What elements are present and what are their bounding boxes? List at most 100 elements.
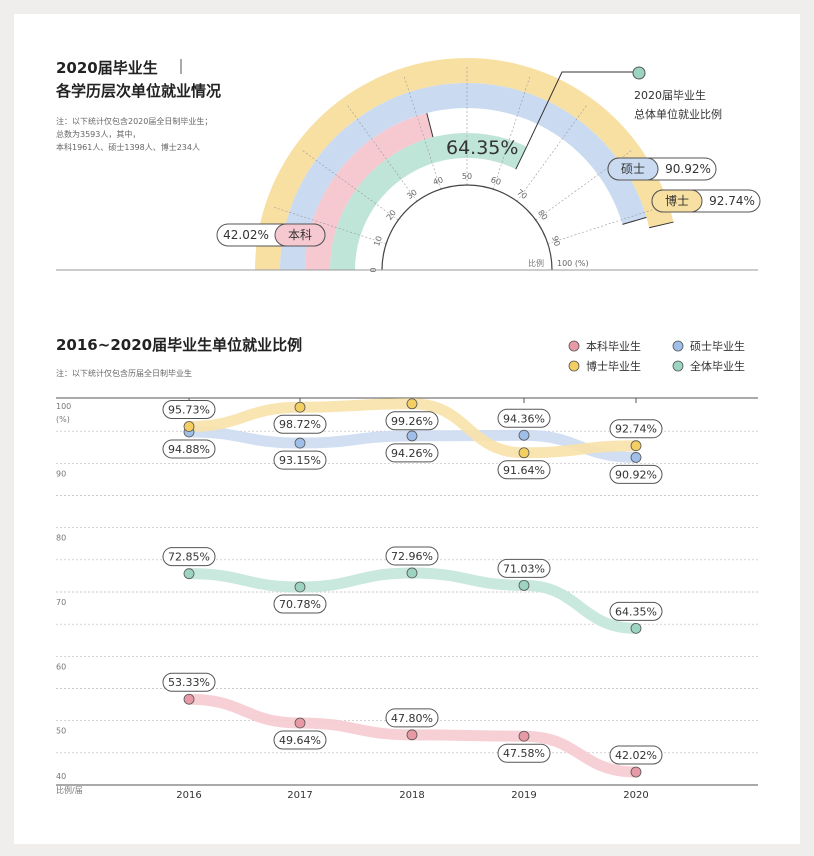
gauge-gridline [516,103,588,202]
data-label-text: 94.88% [168,443,210,456]
data-label: 91.64% [497,460,551,480]
gauge-title-line1: 2020届毕业生 [56,59,158,77]
data-label-text: 95.73% [168,403,210,416]
data-point [630,622,642,634]
data-label: 98.72% [273,414,327,434]
data-label-bg [385,708,439,728]
data-point [294,437,306,449]
data-label-bg [162,547,216,567]
data-label-text: 49.64% [279,734,321,747]
data-label-bg [385,546,439,566]
gauge-note-2: 总数为3593人，其中， [56,129,140,139]
data-point [630,440,642,452]
gauge-gridline [547,206,663,245]
badge-name-bg [651,189,703,213]
data-point [294,401,306,413]
y-tick-label: 50 [56,727,66,736]
series-band-3 [188,567,637,634]
badge-value: 92.74% [709,194,755,208]
gauge-note-1: 注：以下统计仅包含2020届全日制毕业生； [56,116,212,126]
data-label: 92.74% [609,419,663,439]
legend-marker [672,360,684,372]
y-tick-label: 40 [56,772,66,781]
data-point [406,398,418,410]
overall-pointer-dot [632,66,646,80]
gauge-gridline [403,74,442,190]
gauge-tick-label: 80 [536,208,549,222]
gauge-axis-unit: 比例 [528,258,544,268]
line-chart-title: 2016~2020届毕业生单位就业比例 [56,336,302,354]
data-label-text: 92.74% [615,423,657,436]
badge-name: 硕士 [621,162,645,176]
gauge-tick-label: 30 [405,188,419,201]
data-label-bg [162,439,216,459]
gauge-tick-label: 50 [462,172,472,181]
data-label-bg [609,419,663,439]
overall-pointer-line [526,71,634,147]
overall-label-1: 2020届毕业生 [634,88,706,102]
data-label-text: 94.26% [391,447,433,460]
data-label: 70.78% [273,594,327,614]
gauge-tick-label: 40 [432,175,444,187]
badge-name-bg [607,157,659,181]
data-label: 71.03% [497,558,551,578]
data-label: 49.64% [273,730,327,750]
gauge-note-3: 本科1961人、硕士1398人、博士234人 [56,142,200,152]
data-label-bg [385,443,439,463]
data-label-text: 47.58% [503,747,545,760]
data-label-bg [497,408,551,428]
line-chart: 100 90 80 70 60 50 40 2016 2017 2018 2019 2020 53.33… [56,397,758,801]
data-label-text: 47.80% [391,712,433,725]
data-label: 47.80% [385,708,439,728]
data-label: 95.73% [162,399,216,419]
gauge-band-1 [280,83,647,271]
data-label: 53.33% [162,672,216,692]
x-axis-label: 比例/届 [56,785,83,795]
badge-name: 本科 [288,228,312,242]
data-point [406,430,418,442]
y-tick-label: 100 [56,402,71,411]
x-tick-label: 2018 [399,790,424,801]
data-label-bg [497,743,551,763]
data-label-text: 72.96% [391,550,433,563]
data-label-bg [162,672,216,692]
gauge-tick-label: 100 (%) [557,259,589,268]
data-label: 94.88% [162,439,216,459]
x-tick-label: 2019 [511,790,536,801]
overall-value: 64.35% [446,137,518,159]
data-label: 93.15% [273,450,327,470]
data-label-text: 91.64% [503,464,545,477]
data-label-bg [609,601,663,621]
y-axis-unit: (%) [56,415,70,424]
gauge-tick-label: 70 [515,188,529,201]
gauge-title-line2: 各学历层次单位就业情况 [55,82,221,100]
gauge-gridline [300,149,399,221]
badge-name-bg [274,223,326,247]
legend-label: 本科毕业生 [586,339,641,353]
y-tick-label: 70 [56,598,66,607]
infographic-card: 2020届毕业生 各学历层次单位就业情况 注：以下统计仅包含2020届全日制毕业… [14,14,800,844]
data-point [294,717,306,729]
data-point [183,568,195,580]
data-point [518,447,530,459]
data-label: 99.26% [385,411,439,431]
x-tick-label: 2020 [623,790,648,801]
data-label: 47.58% [497,743,551,763]
legend-marker [568,340,580,352]
data-label: 64.35% [609,601,663,621]
data-label-bg [385,411,439,431]
legend-marker [568,360,580,372]
data-label-bg [497,558,551,578]
data-label: 72.85% [162,547,216,567]
gauge-tick-label: 60 [490,175,502,187]
data-label-text: 72.85% [168,551,210,564]
data-label: 72.96% [385,546,439,566]
data-label-bg [162,399,216,419]
y-tick-label: 90 [56,469,66,478]
data-point [183,421,195,432]
badge-博士: 博士 92.74% [651,189,761,213]
gauge-tick-label: 20 [385,208,398,222]
data-point [518,579,530,591]
